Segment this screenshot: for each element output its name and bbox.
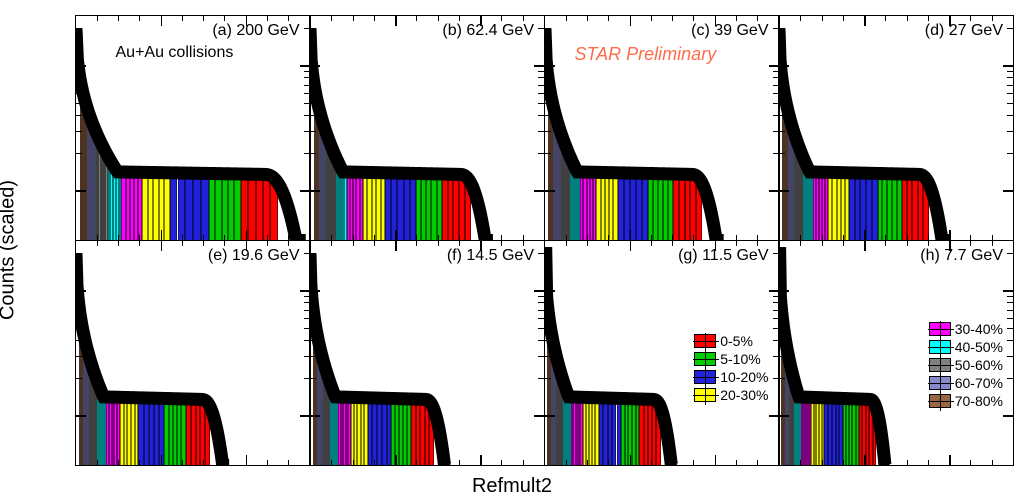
legend-swatch — [929, 394, 951, 408]
legend-swatch — [929, 322, 951, 336]
legend-item: 20-30% — [694, 387, 768, 403]
legend-item: 30-40% — [929, 321, 1003, 337]
legend-label: 20-30% — [720, 387, 768, 403]
legend-item: 10-20% — [694, 369, 768, 385]
legend-item: 5-10% — [694, 351, 768, 367]
x-axis-label: Refmult2 — [472, 475, 552, 498]
panel-label: (a) 200 GeV — [212, 22, 299, 40]
star-preliminary-label: STAR Preliminary — [575, 44, 717, 65]
panel-c: (c) 39 GeV STAR Preliminary — [544, 15, 780, 242]
legend-swatch — [929, 358, 951, 372]
panel-label: (b) 62.4 GeV — [442, 22, 534, 40]
legend-swatch — [694, 334, 716, 348]
legend-item: 0-5% — [694, 333, 768, 349]
panel-subtitle: Au+Au collisions — [116, 44, 234, 62]
distribution-curve — [310, 241, 544, 466]
legend-swatch — [694, 388, 716, 402]
panel-a: (a) 200 GeVAu+Au collisions10−210−3 — [75, 15, 311, 242]
legend-label: 30-40% — [955, 321, 1003, 337]
panel-b: (b) 62.4 GeV — [309, 15, 545, 242]
legend-item: 50-60% — [929, 357, 1003, 373]
panel-grid: (a) 200 GeVAu+Au collisions10−210−3(b) 6… — [76, 16, 1014, 466]
legend-left: 0-5% 5-10% 10-20% 20-30% — [694, 331, 768, 405]
panel-d: (d) 27 GeV — [778, 15, 1014, 242]
panel-e: (e) 19.6 GeV10−210−3200400 — [75, 240, 311, 467]
distribution-curve — [76, 241, 310, 466]
panel-g: (g) 11.5 GeV2004000-5%5-10%10-20%20-30% — [544, 240, 780, 467]
panel-label: (g) 11.5 GeV — [678, 247, 768, 265]
legend-label: 70-80% — [955, 393, 1003, 409]
legend-label: 5-10% — [720, 351, 760, 367]
y-axis-label: Counts (scaled) — [0, 180, 20, 320]
legend-swatch — [929, 340, 951, 354]
panel-label: (d) 27 GeV — [925, 22, 1003, 40]
panel-label: (e) 19.6 GeV — [208, 247, 300, 265]
panel-f: (f) 14.5 GeV200400 — [309, 240, 545, 467]
legend-item: 70-80% — [929, 393, 1003, 409]
panel-label: (h) 7.7 GeV — [920, 247, 1003, 265]
panel-label: (c) 39 GeV — [691, 22, 768, 40]
legend-label: 0-5% — [720, 333, 753, 349]
legend-item: 40-50% — [929, 339, 1003, 355]
legend-item: 60-70% — [929, 375, 1003, 391]
panel-h: (h) 7.7 GeV20040030-40%40-50%50-60%60-70… — [778, 240, 1014, 467]
legend-swatch — [929, 376, 951, 390]
figure-root: Counts (scaled) Refmult2 (a) 200 GeV Au+A… — [0, 0, 1024, 500]
legend-label: 50-60% — [955, 357, 1003, 373]
legend-label: 10-20% — [720, 369, 768, 385]
legend-swatch — [694, 352, 716, 366]
legend-label: 60-70% — [955, 375, 1003, 391]
legend-swatch — [694, 370, 716, 384]
legend-right: 30-40% 40-50% 50-60% 60-70% 70-80% — [929, 319, 1003, 411]
panel-label: (f) 14.5 GeV — [447, 247, 534, 265]
legend-label: 40-50% — [955, 339, 1003, 355]
distribution-curve — [779, 16, 1013, 241]
distribution-curve — [310, 16, 544, 241]
